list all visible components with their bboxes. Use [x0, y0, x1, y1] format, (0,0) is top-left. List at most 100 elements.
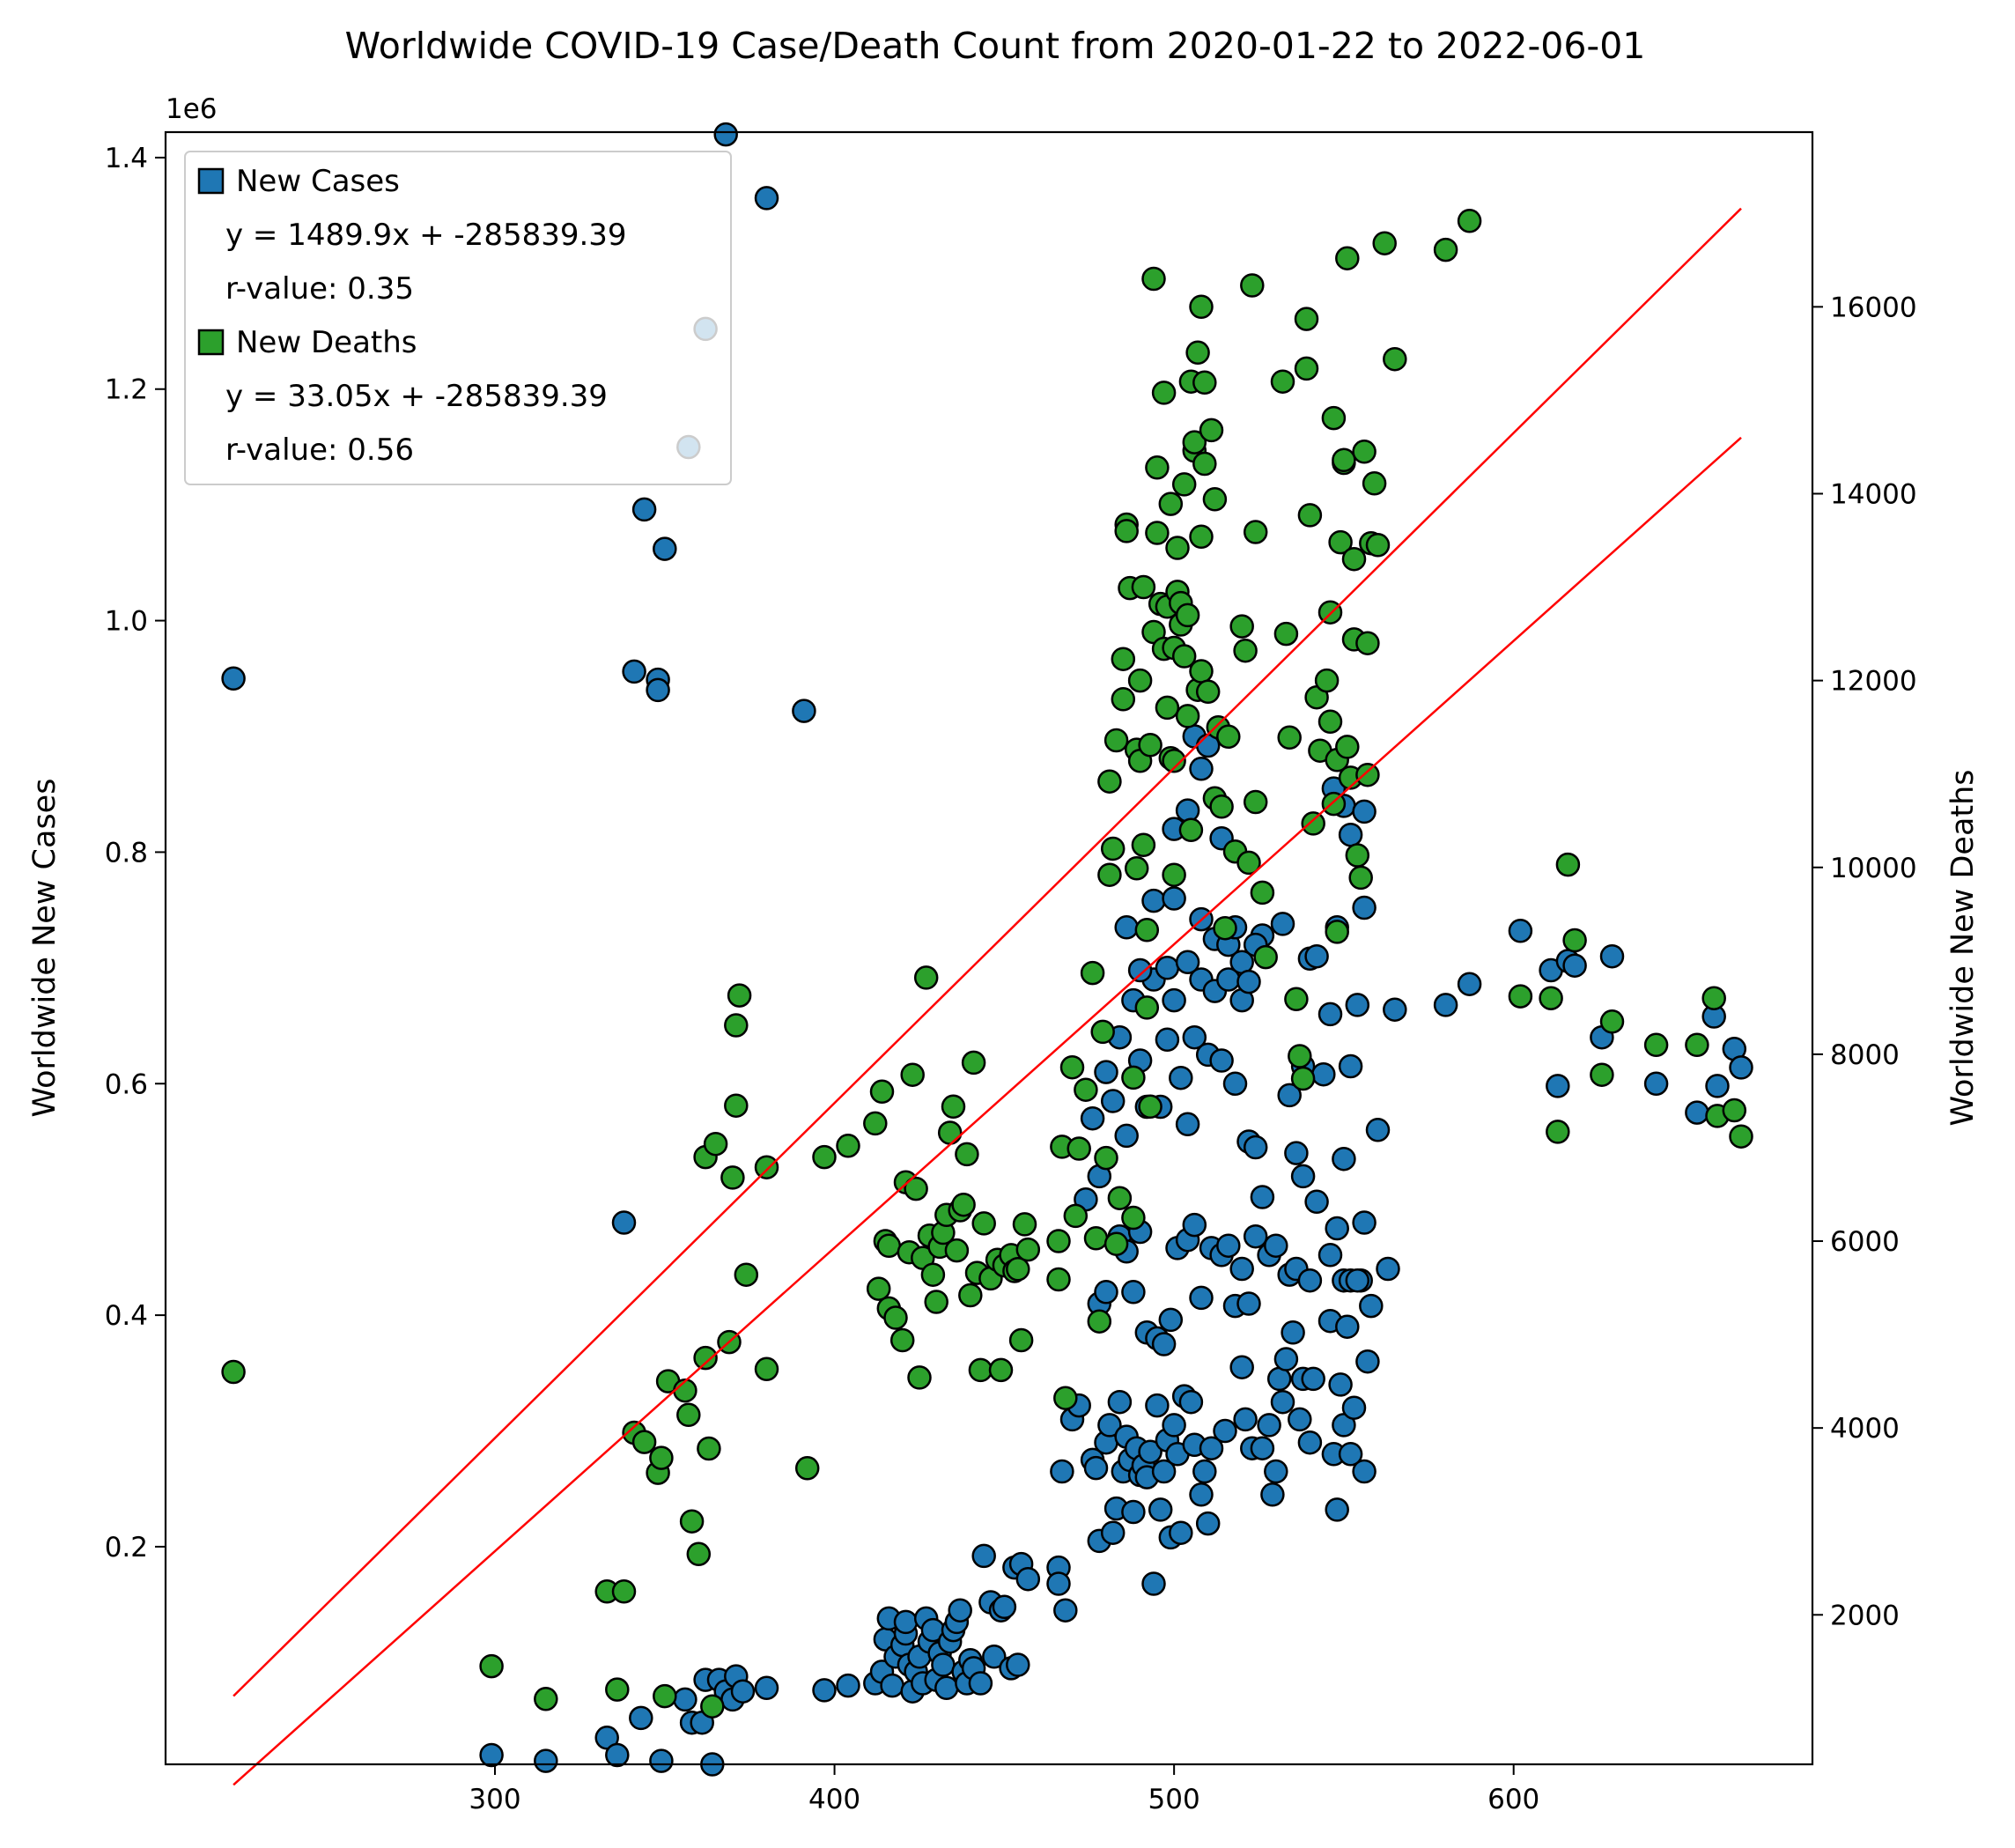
death-point [869, 1079, 895, 1105]
death-point [1131, 832, 1156, 858]
case-point [1199, 1436, 1224, 1460]
case-point [1182, 1024, 1207, 1050]
legend-equation-deaths: y = 33.05x + -285839.39 [225, 379, 608, 414]
death-point [1111, 647, 1136, 671]
death-point [653, 1683, 677, 1709]
death-point [1008, 1327, 1034, 1353]
case-point [1162, 1413, 1186, 1438]
legend-rvalue-cases: r-value: 0.35 [225, 271, 414, 307]
death-point [1107, 1186, 1133, 1210]
death-point [1562, 928, 1587, 953]
case-point [1141, 888, 1166, 913]
death-point [1189, 294, 1214, 320]
death-point [1074, 1077, 1098, 1102]
death-point [1243, 520, 1268, 544]
case-point [1169, 1065, 1193, 1090]
y-left-tick-label: 0.6 [105, 1068, 148, 1100]
x-axis: 300 400 500 600 [469, 1764, 1539, 1815]
case-point [1338, 822, 1363, 847]
case-point [1355, 1349, 1380, 1374]
death-point [479, 1653, 504, 1679]
case-point [1158, 1307, 1184, 1333]
y-right-tick-label: 6000 [1830, 1226, 1900, 1258]
case-point [1114, 1123, 1139, 1149]
case-point [1270, 1389, 1295, 1415]
regression-line-cases-fit [232, 207, 1742, 1697]
case-point [1260, 1482, 1285, 1507]
case-point [1229, 1256, 1254, 1282]
death-point [1236, 850, 1261, 876]
death-point [1294, 356, 1319, 381]
death-point [1121, 1065, 1146, 1090]
death-point [1192, 451, 1217, 477]
y-right-tick-label: 10000 [1830, 853, 1917, 884]
death-point [1372, 231, 1397, 255]
death-point [1314, 668, 1340, 693]
case-point [1006, 1652, 1030, 1677]
legend-marker-deaths [197, 329, 225, 356]
case-point [1433, 993, 1458, 1017]
death-point [1352, 440, 1377, 464]
case-point [1162, 886, 1186, 911]
death-point [1178, 817, 1204, 843]
case-point [1332, 1146, 1356, 1172]
case-point [1233, 1407, 1258, 1432]
case-point [1643, 1071, 1669, 1097]
death-point [1355, 631, 1380, 655]
case-point [1335, 1314, 1360, 1339]
death-point [1080, 960, 1105, 986]
y-axis-left-label: Worldwide New Cases [27, 779, 63, 1118]
death-point [937, 1120, 963, 1145]
death-point [1253, 944, 1278, 970]
case-point [1365, 1118, 1391, 1142]
case-point [1341, 1395, 1367, 1420]
case-point [1729, 1055, 1753, 1080]
case-point [1284, 1141, 1309, 1165]
case-point [1138, 1439, 1162, 1464]
case-point [934, 1675, 959, 1701]
death-point [1297, 503, 1323, 528]
death-point [1457, 209, 1482, 233]
death-point [1355, 762, 1380, 787]
death-point [1348, 865, 1373, 891]
x-tick-label: 600 [1487, 1784, 1539, 1815]
case-point [1169, 1520, 1193, 1545]
case-point [812, 1678, 837, 1703]
death-point [1643, 1032, 1669, 1058]
case-point [1189, 1285, 1214, 1311]
death-point [1250, 880, 1275, 906]
y-axis-left: 0.2 0.4 0.6 0.8 1.0 1.2 1.4 [105, 143, 166, 1563]
case-point [1301, 1366, 1325, 1392]
death-point [1325, 920, 1349, 944]
death-point [1103, 728, 1129, 753]
case-point [792, 699, 816, 723]
death-point [1012, 1212, 1037, 1237]
death-point [889, 1327, 915, 1353]
case-point [1705, 1074, 1730, 1098]
death-point [724, 1093, 749, 1118]
death-point [876, 1233, 902, 1259]
death-point [1145, 455, 1170, 480]
death-point [1284, 987, 1309, 1012]
case-point [1546, 1074, 1570, 1098]
death-point [1046, 1229, 1071, 1253]
y-left-tick-label: 1.4 [105, 143, 148, 174]
case-point [221, 666, 246, 691]
case-point [1236, 1291, 1261, 1316]
y-right-tick-label: 16000 [1830, 292, 1917, 323]
death-point [631, 1430, 657, 1454]
death-point [1216, 724, 1241, 750]
death-point [907, 1365, 932, 1390]
case-point [1050, 1459, 1074, 1484]
case-point [836, 1673, 860, 1698]
death-point [676, 1402, 701, 1428]
death-point [920, 1262, 946, 1287]
death-point [1100, 836, 1126, 861]
death-point [1155, 695, 1180, 721]
death-point [968, 1357, 993, 1383]
case-point [1290, 1164, 1316, 1189]
y-axis-left-offset-label: 1e6 [166, 93, 218, 125]
case-point [1345, 1268, 1370, 1293]
death-point [1270, 369, 1295, 394]
death-point [812, 1144, 837, 1170]
